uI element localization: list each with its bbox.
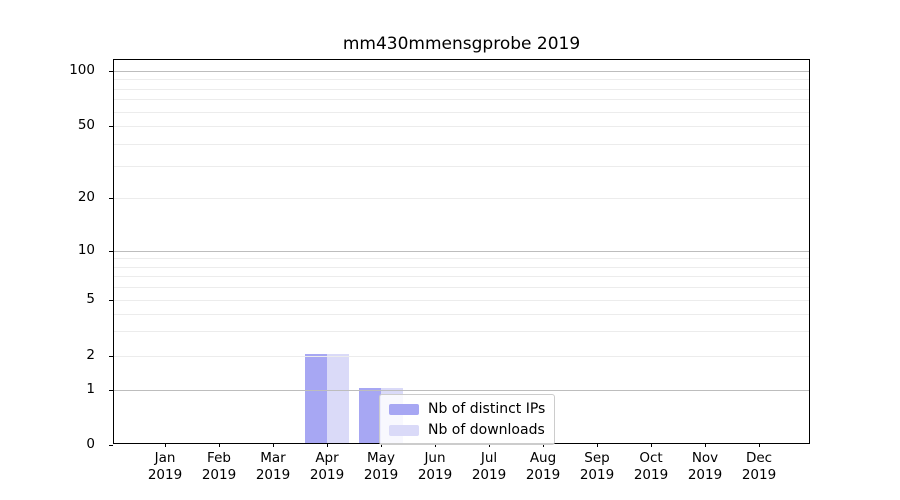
minor-gridline bbox=[114, 111, 809, 113]
x-tick-month: Jan bbox=[154, 450, 176, 466]
y-tick-mark bbox=[109, 356, 113, 357]
x-tick-year: 2019 bbox=[579, 467, 615, 483]
y-tick-mark bbox=[109, 71, 113, 72]
plot-area: Nb of distinct IPs Nb of downloads Jan 201… bbox=[109, 59, 810, 483]
x-tick-year: 2019 bbox=[741, 467, 777, 483]
x-tick-month: May bbox=[367, 450, 395, 466]
major-gridline bbox=[114, 390, 809, 391]
x-tick-mark bbox=[543, 443, 544, 447]
x-tick-year: 2019 bbox=[255, 467, 291, 483]
x-tick-mark bbox=[597, 443, 598, 447]
x-tick-label: Oct 2019 bbox=[621, 450, 681, 484]
bar-downloads bbox=[327, 354, 349, 443]
minor-gridline bbox=[114, 79, 809, 81]
minor-gridline bbox=[114, 276, 809, 278]
y-tick-mark bbox=[109, 126, 113, 127]
minor-gridline bbox=[114, 266, 809, 268]
y-tick-label: 20 bbox=[77, 188, 95, 205]
x-tick-label: Sep 2019 bbox=[567, 450, 627, 484]
x-tick-year: 2019 bbox=[525, 467, 561, 483]
y-tick-label: 5 bbox=[86, 290, 95, 307]
x-tick-year: 2019 bbox=[147, 467, 183, 483]
y-tick-label: 10 bbox=[77, 241, 95, 258]
x-tick-mark bbox=[165, 443, 166, 447]
x-tick-month: Sep bbox=[584, 450, 610, 466]
x-tick-month: Dec bbox=[745, 450, 773, 466]
legend-swatch bbox=[389, 424, 419, 436]
minor-gridline bbox=[114, 331, 809, 333]
x-tick-label: Dec 2019 bbox=[729, 450, 789, 484]
minor-gridline bbox=[114, 126, 809, 127]
x-tick-year: 2019 bbox=[363, 467, 399, 483]
x-tick-label: Nov 2019 bbox=[675, 450, 735, 484]
legend-item: Nb of distinct IPs bbox=[389, 401, 545, 417]
x-tick-month: Jun bbox=[424, 450, 446, 466]
legend: Nb of distinct IPs Nb of downloads bbox=[379, 394, 556, 445]
x-tick-mark bbox=[381, 443, 382, 447]
x-tick-year: 2019 bbox=[417, 467, 453, 483]
minor-gridline bbox=[114, 166, 809, 168]
x-tick-year: 2019 bbox=[471, 467, 507, 483]
major-gridline bbox=[114, 71, 809, 72]
y-tick-mark bbox=[109, 198, 113, 199]
x-tick-month: Oct bbox=[639, 450, 663, 466]
legend-label: Nb of downloads bbox=[428, 422, 545, 438]
minor-gridline bbox=[114, 356, 809, 357]
minor-gridline bbox=[114, 258, 809, 260]
x-tick-year: 2019 bbox=[309, 467, 345, 483]
x-tick-label: Feb 2019 bbox=[189, 450, 249, 484]
x-tick-label: Jan 2019 bbox=[135, 450, 195, 484]
y-tick-label: 1 bbox=[86, 380, 95, 397]
y-tick-label: 0 bbox=[86, 435, 95, 452]
x-tick-mark bbox=[489, 443, 490, 447]
x-tick-label: Aug 2019 bbox=[513, 450, 573, 484]
minor-gridline bbox=[114, 99, 809, 101]
y-tick-label: 50 bbox=[77, 116, 95, 133]
y-tick-mark bbox=[109, 390, 113, 391]
y-tick-mark bbox=[109, 251, 113, 252]
x-tick-label: May 2019 bbox=[351, 450, 411, 484]
bar-distinct-ips bbox=[305, 354, 327, 443]
legend-label: Nb of distinct IPs bbox=[428, 401, 546, 417]
x-tick-mark bbox=[759, 443, 760, 447]
x-tick-month: Apr bbox=[315, 450, 339, 466]
bar-distinct-ips bbox=[359, 388, 381, 443]
chart-title: mm430mmensgprobe 2019 bbox=[342, 34, 581, 54]
x-tick-month: Jul bbox=[480, 450, 498, 466]
x-tick-year: 2019 bbox=[687, 467, 723, 483]
major-gridline bbox=[114, 251, 809, 252]
x-tick-label: Jul 2019 bbox=[459, 450, 519, 484]
x-tick-mark bbox=[327, 443, 328, 447]
x-tick-year: 2019 bbox=[633, 467, 669, 483]
minor-gridline bbox=[114, 313, 809, 315]
minor-gridline bbox=[114, 300, 809, 301]
minor-gridline bbox=[114, 198, 809, 199]
x-tick-year: 2019 bbox=[201, 467, 237, 483]
legend-item: Nb of downloads bbox=[389, 422, 545, 438]
minor-gridline bbox=[114, 143, 809, 145]
x-tick-label: Jun 2019 bbox=[405, 450, 465, 484]
y-tick-label: 2 bbox=[86, 346, 95, 363]
y-tick-mark bbox=[109, 445, 113, 446]
x-tick-label: Apr 2019 bbox=[297, 450, 357, 484]
x-tick-month: Feb bbox=[207, 450, 231, 466]
x-tick-mark bbox=[705, 443, 706, 447]
legend-swatch bbox=[389, 403, 419, 415]
x-tick-mark bbox=[219, 443, 220, 447]
minor-gridline bbox=[114, 88, 809, 90]
y-axis-labels: 100 50 20 10 5 2 1 0 bbox=[0, 59, 104, 452]
x-tick-mark bbox=[273, 443, 274, 447]
x-tick-month: Mar bbox=[260, 450, 286, 466]
y-tick-mark bbox=[109, 300, 113, 301]
x-tick-label: Mar 2019 bbox=[243, 450, 303, 484]
x-tick-month: Nov bbox=[691, 450, 719, 466]
y-tick-label: 100 bbox=[69, 61, 95, 78]
x-tick-mark bbox=[435, 443, 436, 447]
minor-gridline bbox=[114, 287, 809, 289]
x-tick-mark bbox=[651, 443, 652, 447]
x-tick-month: Aug bbox=[529, 450, 557, 466]
